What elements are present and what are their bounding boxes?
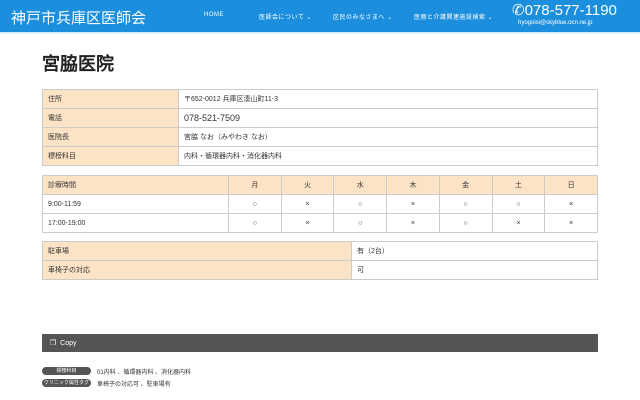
availability-mark: ○ — [333, 194, 388, 214]
facility-value: 有（2台） — [351, 241, 598, 261]
table-row: 医院長 宮脇 なお（みやわき なお） — [42, 127, 598, 147]
availability-mark: ○ — [438, 213, 493, 233]
availability-mark: × — [386, 194, 440, 214]
table-row: 標榜科目 内科・循環器内科・消化器内科 — [42, 146, 598, 166]
availability-mark: × — [491, 213, 546, 233]
nav-facility-search[interactable]: 医療と介護関連施設検索 ⌄ — [414, 15, 494, 21]
nav-about[interactable]: 医師会について ⌄ — [259, 15, 313, 21]
tag-value: 01内科 、循環器内科 、消化器内科 — [97, 370, 192, 376]
table-row: 17:00-19:00 ○ × ○ × ○ × × — [42, 213, 598, 233]
phone-icon: ✆ — [512, 2, 525, 19]
day-header: 日 — [544, 175, 598, 195]
header-email[interactable]: hyogoisi@skyblue.ocn.ne.jp — [518, 20, 593, 26]
availability-mark: ○ — [333, 213, 388, 233]
day-header: 土 — [491, 175, 546, 195]
tag-value: 車椅子の対応可 、駐車場有 — [97, 382, 171, 388]
info-value: 078-521-7509 — [178, 108, 598, 128]
facility-label: 車椅子の対応 — [42, 260, 352, 280]
info-value: 内科・循環器内科・消化器内科 — [178, 146, 598, 166]
copy-icon: ❐ — [50, 340, 57, 347]
table-row: 診療時間月火水木金土日 — [42, 175, 598, 195]
nav-residents[interactable]: 区民のみなさまへ ⌄ — [333, 15, 393, 21]
availability-mark: × — [280, 194, 335, 214]
info-label: 住所 — [42, 89, 179, 109]
availability-mark: × — [544, 213, 598, 233]
availability-mark: ○ — [228, 213, 282, 233]
info-label: 標榜科目 — [42, 146, 179, 166]
table-row: 車椅子の対応可 — [42, 260, 598, 280]
availability-mark: × — [544, 194, 598, 214]
info-value: 〒652-0012 兵庫区湊山町11-3 — [178, 89, 598, 109]
copy-label: Copy — [60, 340, 77, 347]
day-header: 月 — [228, 175, 282, 195]
info-label: 電話 — [42, 108, 179, 128]
day-header: 火 — [280, 175, 335, 195]
facility-table: 駐車場 有（2台） 車椅子の対応可 — [42, 241, 598, 280]
day-header: 金 — [438, 175, 493, 195]
time-slot: 17:00-19:00 — [42, 213, 229, 233]
tag-category[interactable]: クリニック属性タグ — [42, 379, 91, 387]
availability-mark: ○ — [228, 194, 282, 214]
header-phone[interactable]: ✆078-577-1190 — [512, 2, 617, 19]
schedule-table: 診療時間月火水木金土日 9:00-11:59 ○ × ○ × ○ ○ × 17:00-19:00 ○… — [42, 175, 598, 233]
availability-mark: × — [386, 213, 440, 233]
info-label: 医院長 — [42, 127, 179, 147]
site-logo[interactable]: 神戸市兵庫区医師会 — [11, 11, 147, 27]
tag-category[interactable]: 標榜科目 — [42, 367, 91, 375]
schedule-header: 診療時間 — [42, 175, 229, 195]
copy-button[interactable]: ❐ Copy — [42, 334, 598, 352]
table-row: 9:00-11:59 ○ × ○ × ○ ○ × — [42, 194, 598, 214]
day-header: 木 — [386, 175, 440, 195]
table-row: 電話 078-521-7509 — [42, 108, 598, 128]
info-value: 宮脇 なお（みやわき なお） — [178, 127, 598, 147]
time-slot: 9:00-11:59 — [42, 194, 229, 214]
day-header: 水 — [333, 175, 388, 195]
availability-mark: × — [280, 213, 335, 233]
availability-mark: ○ — [438, 194, 493, 214]
nav-home[interactable]: HOME — [204, 12, 224, 18]
table-row: 駐車場 有（2台） — [42, 241, 598, 261]
facility-label: 駐車場 — [42, 241, 352, 261]
page-title: 宮脇医院 — [42, 54, 114, 74]
facility-value: 可 — [351, 260, 598, 280]
site-header: 神戸市兵庫区医師会 HOME 医師会について ⌄ 区民のみなさまへ ⌄ 医療と介… — [0, 0, 640, 32]
info-table: 住所 〒652-0012 兵庫区湊山町11-3 電話 078-521-7509 医院… — [42, 89, 598, 166]
table-row: 住所 〒652-0012 兵庫区湊山町11-3 — [42, 89, 598, 109]
availability-mark: ○ — [491, 194, 546, 214]
